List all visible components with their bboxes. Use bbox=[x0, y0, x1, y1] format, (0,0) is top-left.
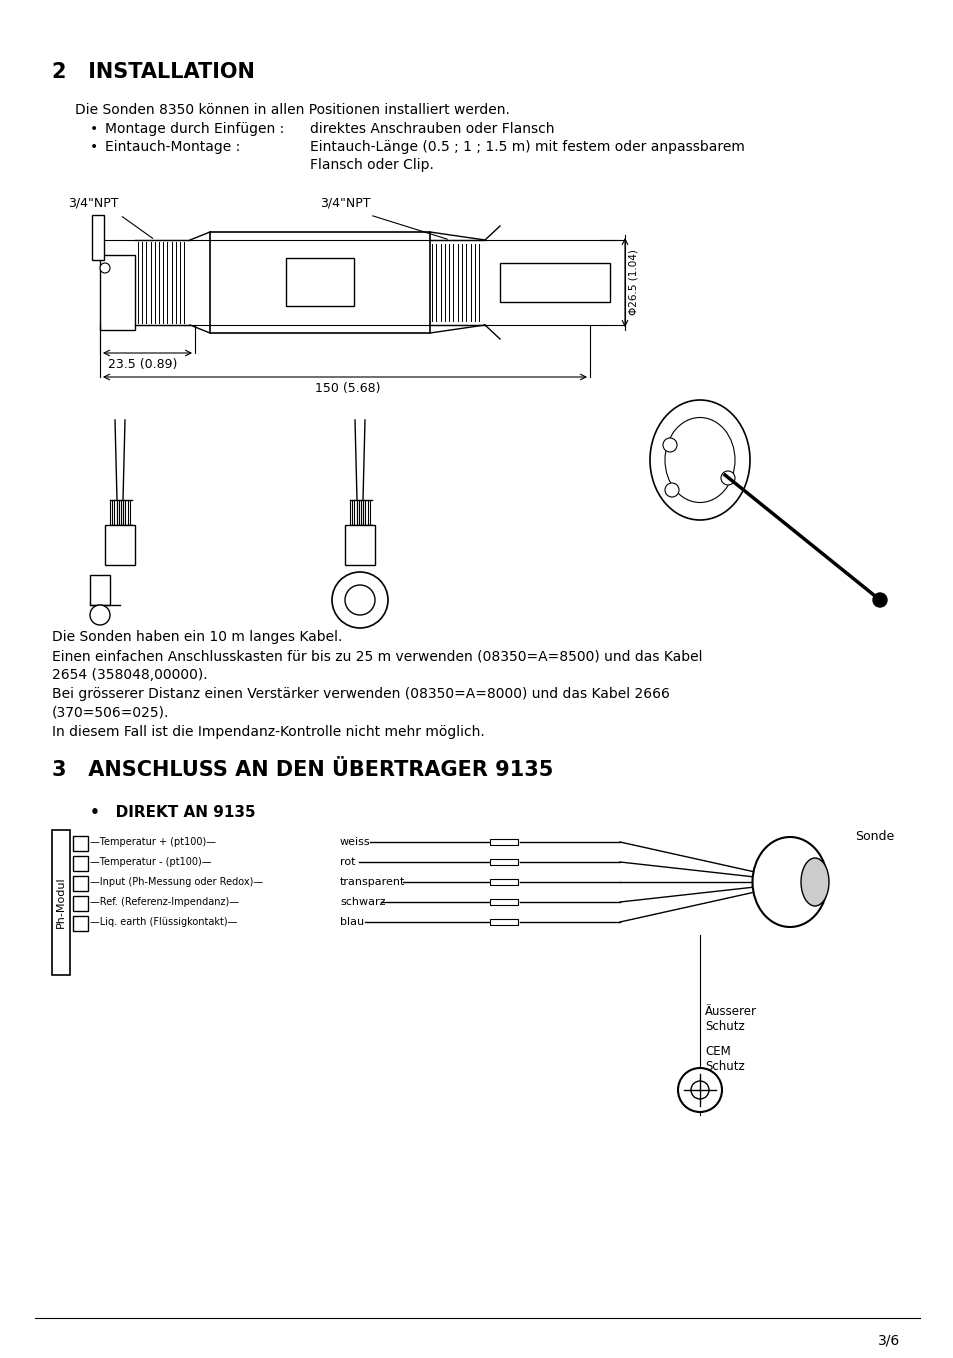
Ellipse shape bbox=[649, 401, 749, 520]
Ellipse shape bbox=[664, 417, 734, 502]
Bar bbox=[73, 876, 88, 891]
Text: 2   INSTALLATION: 2 INSTALLATION bbox=[52, 62, 254, 81]
Bar bbox=[73, 896, 88, 911]
Text: 3/4"NPT: 3/4"NPT bbox=[68, 197, 118, 210]
Text: CEM
Schutz: CEM Schutz bbox=[704, 1046, 744, 1073]
Text: Montage durch Einfügen :: Montage durch Einfügen : bbox=[105, 122, 284, 136]
Text: blau: blau bbox=[339, 917, 364, 928]
Text: schwarz: schwarz bbox=[339, 898, 385, 907]
Bar bbox=[73, 856, 88, 870]
Text: Ph-Modul: Ph-Modul bbox=[56, 876, 66, 928]
Text: transparent: transparent bbox=[339, 877, 405, 887]
Circle shape bbox=[332, 572, 388, 627]
Text: Äusserer
Schutz: Äusserer Schutz bbox=[704, 1005, 757, 1033]
Bar bbox=[490, 879, 517, 885]
Text: 3   ANSCHLUSS AN DEN ÜBERTRAGER 9135: 3 ANSCHLUSS AN DEN ÜBERTRAGER 9135 bbox=[52, 760, 553, 779]
Text: weiss: weiss bbox=[339, 837, 370, 847]
Circle shape bbox=[662, 439, 677, 452]
Text: Eintauch-Montage :: Eintauch-Montage : bbox=[105, 140, 240, 153]
Text: —Ref. (Referenz-Impendanz)—: —Ref. (Referenz-Impendanz)— bbox=[90, 898, 239, 907]
Circle shape bbox=[720, 471, 734, 485]
Bar bbox=[100, 255, 135, 330]
Text: Bei grösserer Distanz einen Verstärker verwenden (08350=A=8000) und das Kabel 26: Bei grösserer Distanz einen Verstärker v… bbox=[52, 687, 669, 701]
Circle shape bbox=[678, 1067, 721, 1112]
Text: 2654 (358048,00000).: 2654 (358048,00000). bbox=[52, 668, 208, 682]
Text: 23.5 (0.89): 23.5 (0.89) bbox=[108, 359, 177, 371]
Circle shape bbox=[664, 483, 679, 497]
Text: direktes Anschrauben oder Flansch: direktes Anschrauben oder Flansch bbox=[310, 122, 554, 136]
Circle shape bbox=[100, 263, 110, 273]
Bar bbox=[490, 839, 517, 845]
Text: Φ26.5 (1.04): Φ26.5 (1.04) bbox=[628, 250, 639, 315]
Bar bbox=[490, 860, 517, 865]
Circle shape bbox=[690, 1081, 708, 1099]
Circle shape bbox=[90, 606, 110, 625]
Text: Sonde: Sonde bbox=[854, 830, 893, 843]
Text: —Liq. earth (Flüssigkontakt)—: —Liq. earth (Flüssigkontakt)— bbox=[90, 917, 237, 928]
Bar bbox=[52, 830, 70, 975]
Text: •: • bbox=[90, 140, 98, 153]
Ellipse shape bbox=[752, 837, 826, 928]
Bar bbox=[73, 837, 88, 851]
Text: rot: rot bbox=[339, 857, 355, 866]
Bar bbox=[105, 526, 135, 565]
Text: —Temperatur - (pt100)—: —Temperatur - (pt100)— bbox=[90, 857, 212, 866]
Bar bbox=[286, 258, 354, 306]
Ellipse shape bbox=[801, 858, 828, 906]
Text: 3/6: 3/6 bbox=[877, 1334, 899, 1347]
Bar bbox=[73, 917, 88, 932]
Text: •   DIREKT AN 9135: • DIREKT AN 9135 bbox=[90, 805, 255, 820]
Text: Die Sonden haben ein 10 m langes Kabel.: Die Sonden haben ein 10 m langes Kabel. bbox=[52, 630, 342, 644]
Bar bbox=[499, 263, 609, 301]
Text: (370=506=025).: (370=506=025). bbox=[52, 706, 170, 720]
Text: •: • bbox=[90, 122, 98, 136]
Text: —Temperatur + (pt100)—: —Temperatur + (pt100)— bbox=[90, 837, 215, 847]
Bar bbox=[345, 526, 375, 565]
Bar bbox=[210, 232, 430, 333]
Bar bbox=[490, 919, 517, 925]
Text: Die Sonden 8350 können in allen Positionen installiert werden.: Die Sonden 8350 können in allen Position… bbox=[75, 103, 509, 117]
Text: 150 (5.68): 150 (5.68) bbox=[314, 382, 380, 395]
Text: Flansch oder Clip.: Flansch oder Clip. bbox=[310, 158, 434, 172]
Bar bbox=[91, 215, 104, 259]
Text: Einen einfachen Anschlusskasten für bis zu 25 m verwenden (08350=A=8500) und das: Einen einfachen Anschlusskasten für bis … bbox=[52, 649, 701, 663]
Text: Eintauch-Länge (0.5 ; 1 ; 1.5 m) mit festem oder anpassbarem: Eintauch-Länge (0.5 ; 1 ; 1.5 m) mit fes… bbox=[310, 140, 744, 153]
Circle shape bbox=[345, 585, 375, 615]
Bar bbox=[490, 899, 517, 904]
Text: In diesem Fall ist die Impendanz-Kontrolle nicht mehr möglich.: In diesem Fall ist die Impendanz-Kontrol… bbox=[52, 725, 484, 739]
Text: 3/4"NPT: 3/4"NPT bbox=[319, 197, 370, 210]
Bar bbox=[90, 574, 110, 606]
Circle shape bbox=[872, 593, 886, 607]
Text: —Input (Ph-Messung oder Redox)—: —Input (Ph-Messung oder Redox)— bbox=[90, 877, 263, 887]
